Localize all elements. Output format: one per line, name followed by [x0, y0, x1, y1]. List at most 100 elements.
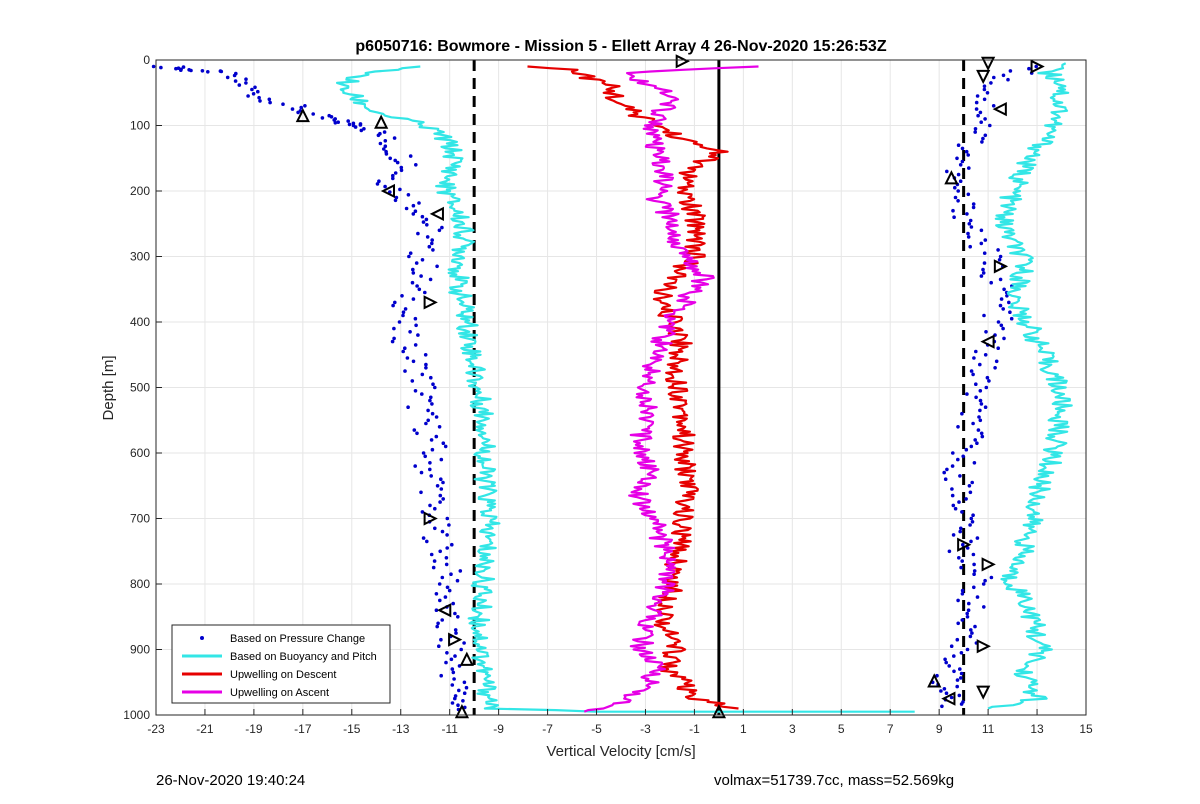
- data-point: [944, 660, 948, 665]
- data-point: [459, 647, 464, 652]
- event-marker: [380, 183, 395, 199]
- data-point: [420, 258, 425, 262]
- data-point: [393, 300, 397, 305]
- legend-label: Based on Pressure Change: [230, 633, 365, 645]
- event-marker: [1030, 59, 1045, 74]
- data-point: [980, 434, 985, 439]
- data-point: [382, 147, 386, 151]
- data-point: [440, 575, 445, 580]
- data-point: [377, 179, 381, 183]
- data-point: [397, 320, 402, 324]
- data-point: [450, 542, 454, 547]
- data-point: [412, 428, 417, 432]
- data-point: [957, 500, 961, 504]
- data-point: [458, 569, 463, 573]
- data-point: [435, 264, 439, 269]
- data-point: [1008, 69, 1013, 73]
- data-point: [960, 592, 965, 596]
- data-point: [246, 94, 250, 98]
- data-point: [975, 94, 980, 98]
- data-point: [996, 248, 1000, 252]
- data-point: [445, 533, 449, 537]
- data-point: [955, 637, 960, 642]
- data-point: [960, 618, 965, 622]
- data-point: [970, 631, 974, 635]
- data-point: [953, 195, 958, 200]
- y-tick-label: 500: [130, 381, 150, 395]
- series-line: [987, 62, 1073, 710]
- data-point: [437, 582, 442, 586]
- data-point: [958, 667, 962, 671]
- data-point: [430, 402, 434, 406]
- data-point: [974, 100, 979, 105]
- data-point: [394, 195, 399, 200]
- data-point: [956, 621, 960, 626]
- data-point: [951, 208, 955, 213]
- data-point: [439, 487, 444, 491]
- data-point: [400, 294, 404, 298]
- data-point: [429, 438, 434, 442]
- data-point: [959, 651, 964, 655]
- data-point: [453, 628, 458, 632]
- data-point: [982, 84, 987, 88]
- legend-label: Based on Buoyancy and Pitch: [230, 651, 377, 663]
- event-marker: [711, 703, 727, 719]
- data-point: [968, 218, 973, 223]
- x-tick-label: 1: [740, 722, 747, 736]
- data-point: [411, 267, 415, 272]
- footer-timestamp: 26-Nov-2020 19:40:24: [156, 772, 306, 789]
- data-point: [450, 667, 455, 671]
- data-point: [441, 497, 446, 501]
- data-point: [444, 556, 449, 560]
- data-point: [960, 588, 965, 593]
- data-point: [982, 251, 987, 255]
- data-point: [431, 382, 435, 387]
- data-point: [973, 127, 978, 131]
- data-point: [979, 241, 984, 246]
- data-point: [455, 578, 460, 583]
- data-point: [957, 693, 962, 698]
- legend-swatch: [200, 636, 204, 640]
- data-point: [965, 611, 969, 616]
- data-point: [416, 333, 420, 337]
- data-point: [437, 644, 441, 648]
- data-point: [299, 105, 304, 110]
- data-point: [438, 500, 442, 504]
- x-axis-label: Vertical Velocity [cm/s]: [546, 743, 695, 760]
- data-point: [413, 389, 418, 393]
- data-point: [388, 156, 393, 161]
- data-point: [428, 467, 432, 472]
- data-point: [438, 493, 443, 498]
- data-point: [1001, 326, 1005, 331]
- x-tick-label: 5: [838, 722, 845, 736]
- data-point: [390, 339, 395, 344]
- data-point: [945, 169, 949, 174]
- x-tick-label: -9: [493, 722, 504, 736]
- data-point: [232, 73, 237, 78]
- data-point: [462, 641, 466, 645]
- data-point: [993, 366, 997, 370]
- data-point: [1007, 300, 1011, 305]
- data-point: [991, 104, 996, 108]
- data-point: [406, 405, 410, 410]
- data-point: [420, 372, 425, 377]
- data-point: [956, 425, 960, 429]
- data-point: [940, 704, 944, 709]
- x-tick-label: -3: [640, 722, 651, 736]
- data-point: [281, 102, 285, 106]
- data-point: [981, 582, 986, 586]
- event-marker: [927, 673, 942, 688]
- data-point: [233, 79, 238, 83]
- data-point: [424, 366, 428, 370]
- data-point: [989, 575, 994, 580]
- data-point: [997, 258, 1002, 262]
- data-point: [950, 487, 954, 491]
- event-marker: [980, 334, 995, 349]
- data-point: [403, 307, 408, 311]
- data-point: [384, 152, 389, 156]
- data-point: [978, 362, 982, 367]
- data-point: [978, 408, 982, 413]
- data-point: [985, 91, 990, 95]
- data-point: [421, 220, 426, 224]
